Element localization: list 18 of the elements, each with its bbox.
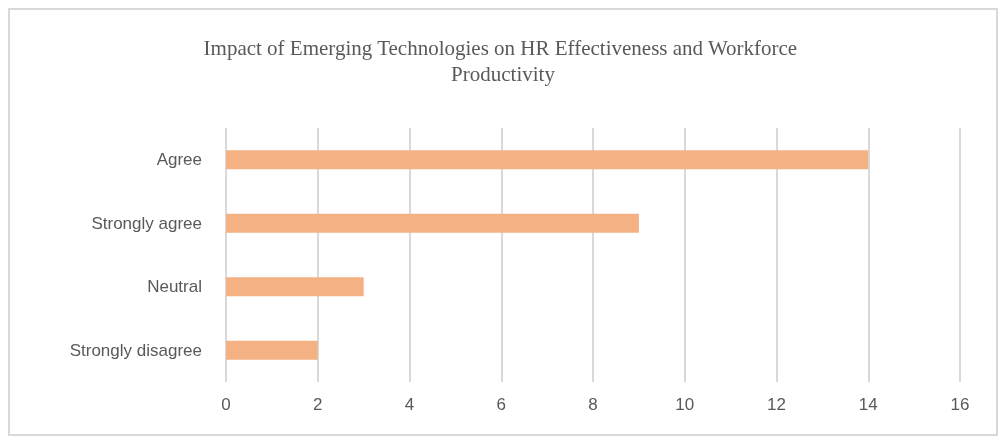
bar	[226, 340, 318, 360]
y-tick-label: Strongly agree	[91, 213, 202, 233]
y-tick-label: Neutral	[147, 277, 202, 297]
bar	[226, 277, 364, 297]
y-tick-label: Agree	[156, 150, 202, 170]
x-tick-label: 8	[588, 395, 598, 414]
x-tick-label: 12	[767, 395, 786, 414]
x-tick-label: 14	[858, 395, 878, 414]
x-tick-label: 4	[404, 395, 415, 414]
x-tick-label: 0	[221, 395, 231, 414]
y-tick-label: Strongly disagree	[69, 340, 202, 360]
x-tick-label: 2	[313, 395, 323, 414]
x-tick-label: 10	[675, 395, 695, 414]
chart-title: Impact of Emerging Technologies on HR Effectiveness and Workforce Productivity	[203, 36, 803, 86]
bar	[226, 213, 639, 233]
x-tick-label: 16	[950, 395, 970, 414]
bar	[226, 150, 869, 170]
x-tick-label: 6	[496, 395, 506, 414]
